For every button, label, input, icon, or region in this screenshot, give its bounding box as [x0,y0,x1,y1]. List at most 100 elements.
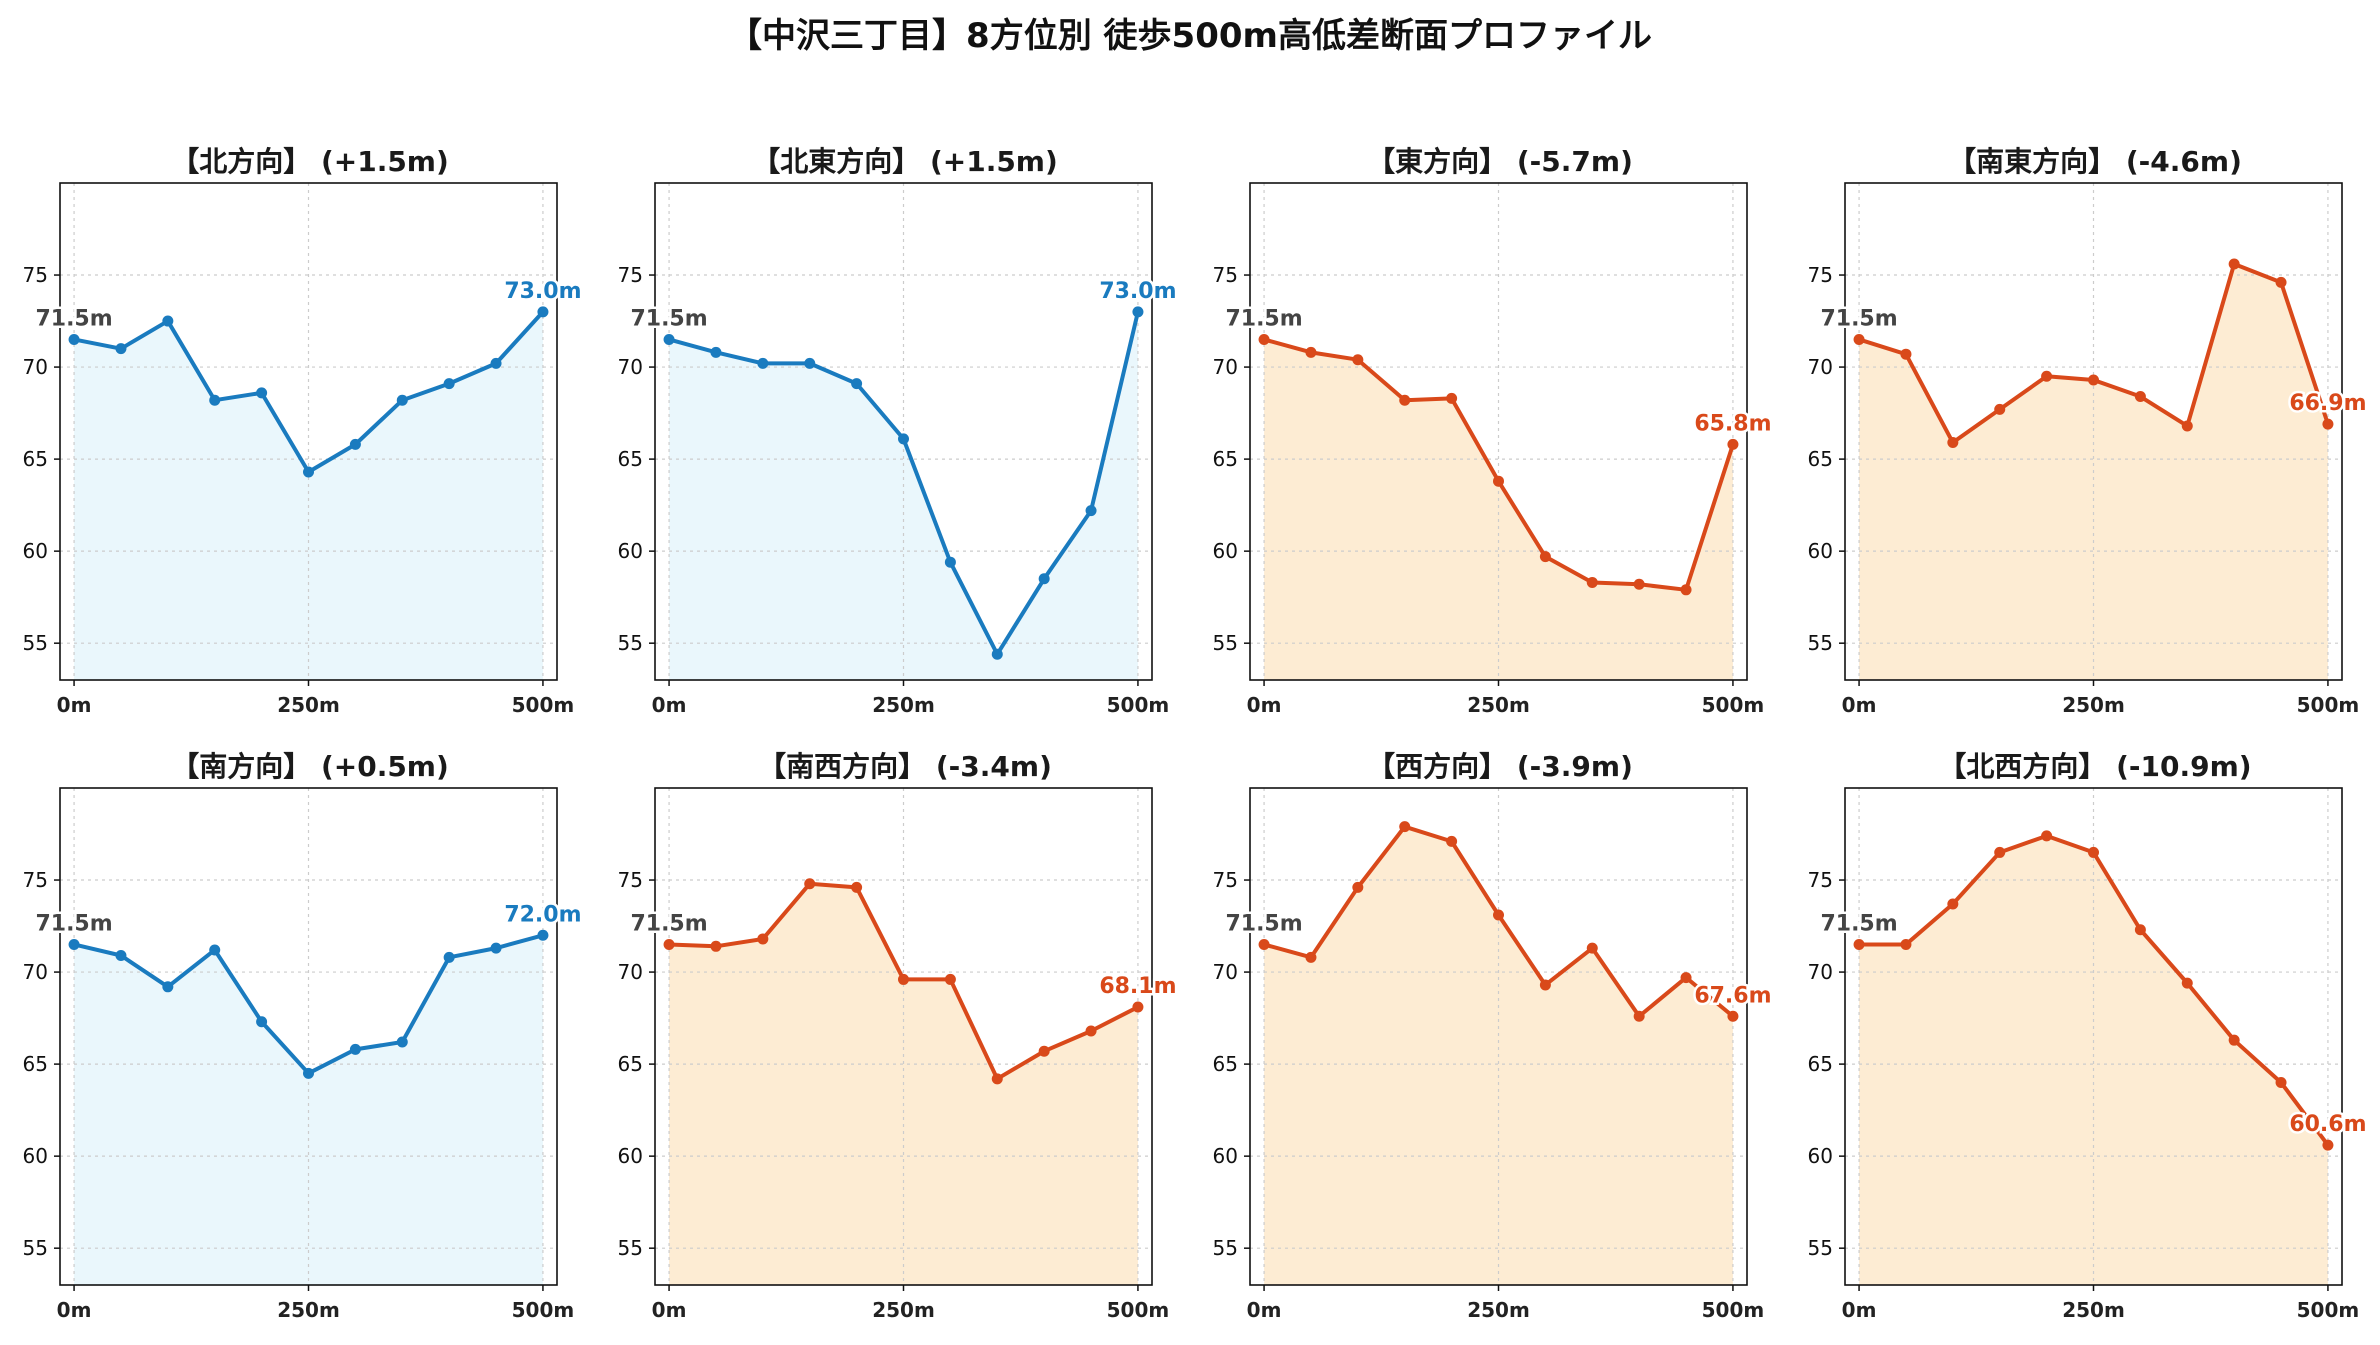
chart-svg: 55 60 65 70 75 0m 250m 500m 71.5m 68.1m [618,787,1179,1322]
chart-title: 【南西方向】 (-3.4m) [758,750,1052,783]
data-point [443,951,455,963]
chart-panel: 【南東方向】 (-4.6m) 55 60 65 70 75 0m 250m 500m 71.5m 6… [1785,140,2369,740]
y-tick-label: 60 [1808,539,1833,563]
y-tick-label: 70 [23,355,48,379]
chart-panel: 【西方向】 (-3.9m) 55 60 65 70 75 0m 250m 500m 71.5m 67… [1190,745,1774,1345]
data-point [537,929,549,941]
data-point [851,378,863,390]
data-point [991,1073,1003,1085]
y-tick-label: 75 [23,263,48,287]
x-tick-label: 0m [1247,1298,1282,1322]
elevation-area [1859,835,2328,1285]
start-elevation-label: 71.5m [1820,911,1897,936]
end-elevation-label: 60.6m [2289,1112,2366,1137]
data-point [2181,420,2193,432]
data-point [1446,835,1458,847]
data-point [396,394,408,406]
chart-svg: 55 60 65 70 75 0m 250m 500m 71.5m 60.6m [1808,787,2369,1322]
x-tick-label: 500m [1107,1298,1170,1322]
data-point [898,973,909,985]
y-tick-label: 75 [618,263,643,287]
y-tick-label: 65 [618,447,643,471]
data-point [443,378,455,390]
data-point [349,438,361,450]
end-elevation-label: 73.0m [1099,279,1176,304]
data-point [1258,938,1270,950]
data-point [2181,977,2193,989]
chart-title: 【西方向】 (-3.9m) [1367,750,1633,783]
x-tick-label: 0m [57,693,92,717]
data-point [2134,924,2146,936]
end-elevation-label: 68.1m [1099,974,1176,999]
data-point [804,357,816,369]
x-tick-label: 250m [872,693,935,717]
y-tick-label: 70 [1213,355,1238,379]
y-tick-label: 60 [618,539,643,563]
chart-svg: 55 60 65 70 75 0m 250m 500m 71.5m 66.9m [1808,182,2369,717]
chart-panel: 【北方向】 (+1.5m) 55 60 65 70 75 0m 250m 500m 71.5m 73… [0,140,584,740]
y-tick-label: 55 [1808,1236,1833,1260]
x-tick-label: 250m [1467,1298,1530,1322]
y-tick-label: 60 [618,1144,643,1168]
data-point [2228,258,2240,270]
elevation-area [1264,339,1733,680]
data-point [1085,1025,1097,1037]
y-tick-label: 65 [1213,1052,1238,1076]
data-point [490,357,502,369]
data-point [2134,391,2146,403]
data-point [1539,551,1551,563]
data-point [757,357,769,369]
data-point [804,878,816,890]
data-point [898,433,909,445]
data-point [991,648,1003,660]
data-point [1947,437,1959,449]
data-point [68,938,80,950]
data-point [209,394,221,406]
x-tick-label: 0m [57,1298,92,1322]
chart-panel: 【南方向】 (+0.5m) 55 60 65 70 75 0m 250m 500m 71.5m 72… [0,745,584,1345]
data-point [2322,1139,2334,1151]
y-tick-label: 55 [618,631,643,655]
data-point [1493,475,1504,487]
data-point [1258,333,1270,345]
chart-title: 【南方向】 (+0.5m) [171,750,449,783]
data-point [1947,898,1959,910]
data-point [2041,830,2053,842]
data-point [1994,403,2006,415]
data-point [1727,438,1739,450]
data-point [490,942,502,954]
data-point [1493,909,1504,921]
data-point [396,1036,408,1048]
data-point [1680,972,1692,984]
data-point [1305,951,1317,963]
x-tick-label: 250m [2062,693,2125,717]
start-elevation-label: 71.5m [35,306,112,331]
end-elevation-label: 72.0m [504,902,581,927]
data-point [256,1016,268,1028]
x-tick-label: 250m [277,693,340,717]
y-tick-label: 70 [23,960,48,984]
data-point [1038,1045,1050,1057]
data-point [537,306,549,318]
x-tick-label: 500m [512,1298,575,1322]
data-point [162,315,174,327]
data-point [1586,942,1598,954]
y-tick-label: 55 [1808,631,1833,655]
start-elevation-label: 71.5m [35,911,112,936]
data-point [2041,370,2053,382]
start-elevation-label: 71.5m [630,306,707,331]
x-tick-label: 250m [277,1298,340,1322]
chart-title: 【南東方向】 (-4.6m) [1948,145,2242,178]
data-point [1352,881,1364,893]
data-point [710,940,722,952]
data-point [1399,821,1411,833]
chart-title: 【北西方向】 (-10.9m) [1938,750,2252,783]
x-tick-label: 500m [2297,693,2360,717]
x-tick-label: 500m [1702,1298,1765,1322]
y-tick-label: 70 [618,355,643,379]
data-point [2088,846,2099,858]
y-tick-label: 65 [1808,1052,1833,1076]
y-tick-label: 65 [618,1052,643,1076]
x-tick-label: 500m [1107,693,1170,717]
y-tick-label: 60 [23,539,48,563]
